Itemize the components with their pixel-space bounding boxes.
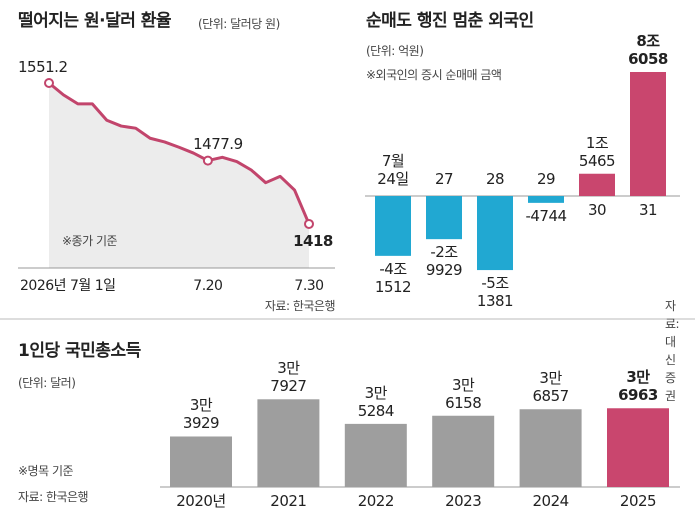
bar — [519, 409, 582, 487]
source: 자료: 한국은행 — [18, 490, 89, 504]
x-tick-label: 7.20 — [193, 278, 223, 294]
x-tick-label: 30 — [587, 201, 607, 220]
chart-subtitle: (단위: 억원) — [366, 44, 424, 58]
value-label: -2조 9929 — [425, 243, 463, 280]
point — [44, 78, 54, 89]
value-label: -4조 1512 — [374, 259, 412, 296]
x-tick-label: 27 — [434, 170, 454, 189]
x-tick-label: 28 — [485, 170, 505, 189]
bar — [579, 173, 615, 197]
x-tick-label: 2023 — [445, 492, 482, 510]
chart-title: 순매도 행진 멈춘 외국인 — [366, 11, 534, 31]
chart-title: 떨어지는 원·달러 환율 — [18, 11, 172, 31]
x-tick-label: 2020년 — [176, 492, 226, 510]
point-label: 1477.9 — [193, 134, 243, 153]
value-label: 3만 3929 — [182, 396, 220, 433]
chart-subtitle: (단위: 달러) — [18, 376, 76, 390]
chart-subtitle: (단위: 달러당 원) — [198, 17, 280, 31]
value-label: 3만 6857 — [532, 369, 570, 406]
value-label: 3만 6963 — [618, 368, 658, 405]
bar — [170, 436, 232, 487]
value-label: -4744 — [525, 206, 567, 225]
annotation: ※명목 기준 — [18, 464, 74, 478]
value-label: 3만 6158 — [445, 375, 482, 412]
x-tick-label: 7.30 — [294, 278, 324, 294]
value-label: 3만 7927 — [270, 359, 307, 396]
value-label: 8조 6058 — [628, 31, 668, 68]
x-tick-label: 29 — [536, 170, 556, 189]
x-tick-label: 2022 — [357, 492, 395, 510]
bar — [375, 196, 411, 256]
bar — [607, 408, 669, 487]
bar — [432, 415, 495, 487]
annotation: ※종가 기준 — [62, 234, 118, 248]
x-tick-label: 2021 — [270, 492, 307, 510]
point — [304, 218, 314, 229]
annotation: ※외국인의 증시 순매매 금액 — [366, 68, 502, 82]
x-tick-label: 2025 — [619, 492, 657, 510]
x-tick-label: 2026년 7월 1일 — [20, 278, 116, 294]
bar — [426, 196, 462, 240]
chart-title: 1인당 국민총소득 — [18, 341, 141, 361]
x-tick-label: 31 — [638, 201, 658, 220]
value-label: 1조 5465 — [578, 133, 616, 170]
bar — [344, 423, 407, 487]
source: 자료: 대신증권 — [665, 299, 680, 403]
area-fill — [49, 83, 309, 268]
bar — [630, 71, 666, 197]
point — [202, 155, 213, 166]
value-label: -5조 1381 — [476, 274, 514, 311]
bar — [477, 196, 513, 271]
source: 자료: 한국은행 — [264, 299, 336, 313]
line — [48, 81, 311, 225]
value-label: 3만 5284 — [357, 383, 395, 420]
x-tick-label: 2024 — [532, 492, 570, 510]
point-label: 1418 — [293, 231, 333, 250]
bar — [257, 399, 320, 487]
point-label: 1551.2 — [18, 58, 68, 76]
bar — [528, 196, 564, 203]
x-tick-label: 7월 24일 — [377, 152, 409, 189]
